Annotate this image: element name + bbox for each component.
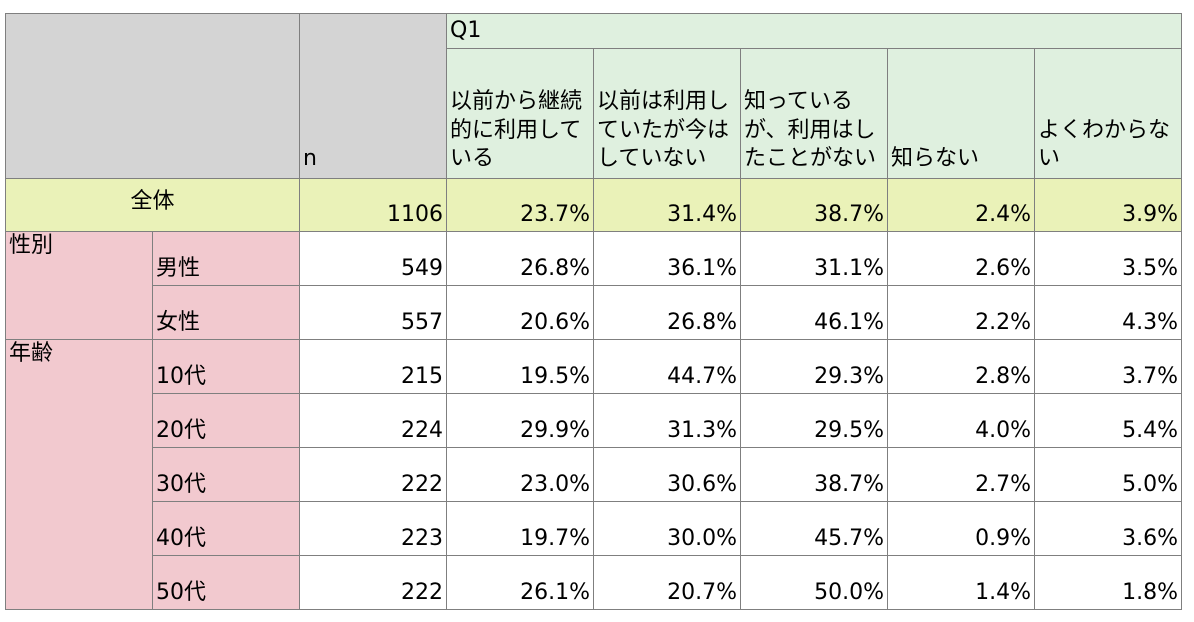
value-cell: 3.9%: [1034, 178, 1182, 232]
value-cell: 5.4%: [1034, 393, 1182, 448]
table-row: 40代 223 19.7% 30.0% 45.7% 0.9% 3.6%: [6, 501, 1182, 556]
value-cell: 3.5%: [1034, 231, 1182, 286]
group-label-age: 年齢: [5, 339, 153, 610]
value-cell: 45.7%: [740, 501, 888, 556]
row-label: 30代: [152, 447, 300, 502]
value-cell: 26.8%: [593, 285, 741, 340]
value-cell: 5.0%: [1034, 447, 1182, 502]
value-cell: 1.4%: [887, 555, 1035, 610]
value-cell: 30.6%: [593, 447, 741, 502]
value-cell: 20.7%: [593, 555, 741, 610]
value-cell: 38.7%: [740, 447, 888, 502]
n-cell: 557: [299, 285, 447, 340]
n-cell: 1106: [299, 178, 447, 232]
value-cell: 36.1%: [593, 231, 741, 286]
n-cell: 222: [299, 447, 447, 502]
table-row: 女性 557 20.6% 26.8% 46.1% 2.2% 4.3%: [6, 285, 1182, 340]
row-label: 10代: [152, 339, 300, 394]
value-cell: 31.4%: [593, 178, 741, 232]
row-label: 40代: [152, 501, 300, 556]
table-row-total: 全体 1106 23.7% 31.4% 38.7% 2.4% 3.9%: [5, 178, 1182, 232]
n-cell: 215: [299, 339, 447, 394]
group-label-sex: 性別: [5, 231, 153, 340]
value-cell: 46.1%: [740, 285, 888, 340]
value-cell: 4.0%: [887, 393, 1035, 448]
row-label: 50代: [152, 555, 300, 610]
value-cell: 23.0%: [446, 447, 594, 502]
table-row: 性別 男性 549 26.8% 36.1% 31.1% 2.6% 3.5%: [5, 231, 1182, 340]
table-row: 30代 222 23.0% 30.6% 38.7% 2.7% 5.0%: [6, 447, 1182, 502]
value-cell: 19.7%: [446, 501, 594, 556]
value-cell: 19.5%: [446, 339, 594, 394]
value-cell: 31.3%: [593, 393, 741, 448]
value-cell: 20.6%: [446, 285, 594, 340]
col-header-1: 以前から継続的に利用している: [446, 48, 594, 179]
value-cell: 2.7%: [887, 447, 1035, 502]
value-cell: 4.3%: [1034, 285, 1182, 340]
value-cell: 30.0%: [593, 501, 741, 556]
total-label: 全体: [5, 178, 300, 232]
value-cell: 26.1%: [446, 555, 594, 610]
col-header-3: 知っているが、利用はしたことがない: [740, 48, 888, 179]
table-row: 年齢 10代 215 19.5% 44.7% 29.3% 2.8% 3.7%: [5, 339, 1182, 610]
value-cell: 2.4%: [887, 178, 1035, 232]
table-row: 50代 222 26.1% 20.7% 50.0% 1.4% 1.8%: [6, 555, 1182, 610]
value-cell: 1.8%: [1034, 555, 1182, 610]
value-cell: 29.9%: [446, 393, 594, 448]
value-cell: 26.8%: [446, 231, 594, 286]
crosstab-table: n Q1 以前から継続的に利用している 以前は利用していたが今はしていない 知っ…: [5, 13, 1182, 610]
value-cell: 3.6%: [1034, 501, 1182, 556]
value-cell: 50.0%: [740, 555, 888, 610]
value-cell: 29.3%: [740, 339, 888, 394]
col-header-2: 以前は利用していたが今はしていない: [593, 48, 741, 179]
n-cell: 222: [299, 555, 447, 610]
value-cell: 38.7%: [740, 178, 888, 232]
value-cell: 0.9%: [887, 501, 1035, 556]
row-label: 男性: [152, 231, 300, 286]
col-header-5: よくわからない: [1034, 48, 1182, 179]
n-cell: 223: [299, 501, 447, 556]
corner-cell: [5, 13, 300, 179]
value-cell: 2.8%: [887, 339, 1035, 394]
question-header: Q1: [446, 13, 1182, 49]
value-cell: 29.5%: [740, 393, 888, 448]
table-row: 20代 224 29.9% 31.3% 29.5% 4.0% 5.4%: [6, 393, 1182, 448]
row-label: 女性: [152, 285, 300, 340]
value-cell: 31.1%: [740, 231, 888, 286]
n-header: n: [299, 13, 447, 179]
value-cell: 3.7%: [1034, 339, 1182, 394]
value-cell: 23.7%: [446, 178, 594, 232]
value-cell: 44.7%: [593, 339, 741, 394]
col-header-4: 知らない: [887, 48, 1035, 179]
value-cell: 2.2%: [887, 285, 1035, 340]
row-label: 20代: [152, 393, 300, 448]
value-cell: 2.6%: [887, 231, 1035, 286]
n-cell: 549: [299, 231, 447, 286]
n-cell: 224: [299, 393, 447, 448]
